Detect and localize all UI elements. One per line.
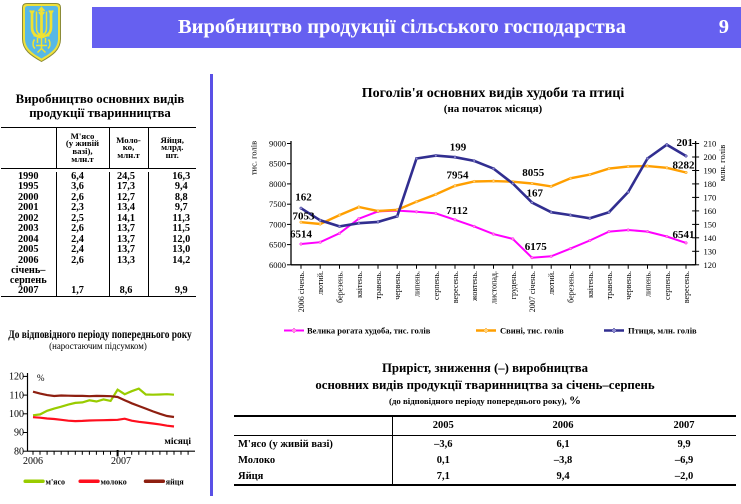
svg-text:140: 140 [704, 233, 717, 243]
svg-text:м'ясо: м'ясо [46, 478, 66, 487]
svg-text:120: 120 [9, 372, 24, 383]
svg-text:80: 80 [14, 446, 24, 457]
svg-text:серпень.: серпень. [432, 271, 441, 300]
svg-text:90: 90 [14, 428, 24, 439]
svg-text:млн. голів: млн. голів [717, 145, 727, 181]
svg-text:180: 180 [704, 179, 717, 189]
svg-text:яйця: яйця [166, 478, 185, 487]
svg-text:лютий.: лютий. [547, 271, 556, 295]
svg-text:травень.: травень. [605, 271, 614, 299]
svg-text:130: 130 [704, 246, 717, 256]
svg-text:жовтень.: жовтень. [470, 271, 479, 302]
svg-text:вересень.: вересень. [682, 271, 691, 303]
svg-text:170: 170 [704, 192, 717, 202]
svg-text:210: 210 [704, 139, 717, 149]
svg-text:8000: 8000 [269, 179, 286, 189]
svg-text:квітень.: квітень. [355, 271, 364, 298]
svg-text:160: 160 [704, 206, 717, 216]
svg-text:2007: 2007 [111, 456, 131, 467]
svg-text:190: 190 [704, 166, 717, 176]
svg-text:червень.: червень. [624, 271, 633, 300]
svg-text:травень.: травень. [374, 271, 383, 299]
svg-text:8500: 8500 [269, 159, 286, 169]
svg-text:8282: 8282 [673, 159, 696, 171]
svg-text:7000: 7000 [269, 219, 286, 229]
svg-text:лютий.: лютий. [316, 271, 325, 295]
svg-text:Велика рогата худоба, тис. гол: Велика рогата худоба, тис. голів [307, 326, 431, 336]
svg-text:Птиця, млн. голів: Птиця, млн. голів [628, 326, 697, 336]
svg-text:березень.: березень. [336, 271, 345, 303]
svg-text:110: 110 [9, 390, 24, 401]
svg-text:грудень.: грудень. [509, 271, 518, 299]
svg-text:2006 січень.: 2006 січень. [297, 271, 306, 312]
svg-text:6500: 6500 [269, 240, 286, 250]
svg-text:тис. голів: тис. голів [249, 141, 259, 175]
svg-text:167: 167 [527, 188, 544, 200]
svg-text:листопад.: листопад. [490, 271, 499, 304]
svg-text:6541: 6541 [673, 229, 695, 241]
svg-text:7053: 7053 [293, 211, 316, 223]
svg-text:Свині, тис. голів: Свині, тис. голів [500, 326, 564, 336]
svg-text:6175: 6175 [525, 241, 548, 253]
svg-text:липень.: липень. [644, 271, 653, 297]
svg-text:місяці: місяці [164, 436, 191, 447]
svg-text:6514: 6514 [290, 229, 313, 241]
svg-text:200: 200 [704, 152, 717, 162]
svg-text:вересень.: вересень. [451, 271, 460, 303]
svg-text:120: 120 [704, 260, 717, 270]
svg-text:2006: 2006 [23, 456, 43, 467]
svg-text:8055: 8055 [522, 167, 545, 179]
svg-text:150: 150 [704, 219, 717, 229]
svg-text:липень.: липень. [413, 271, 422, 297]
svg-text:6000: 6000 [269, 260, 286, 270]
svg-text:100: 100 [9, 409, 24, 420]
svg-text:2007 січень.: 2007 січень. [528, 271, 537, 312]
svg-text:%: % [37, 373, 45, 383]
svg-text:201: 201 [677, 137, 694, 149]
svg-text:квітень.: квітень. [586, 271, 595, 298]
svg-text:9000: 9000 [269, 139, 286, 149]
svg-text:199: 199 [450, 142, 467, 154]
svg-text:162: 162 [295, 192, 312, 204]
svg-text:7112: 7112 [446, 205, 468, 217]
svg-text:7500: 7500 [269, 199, 286, 209]
svg-text:червень.: червень. [393, 271, 402, 300]
svg-text:березень.: березень. [567, 271, 576, 303]
svg-text:серпень.: серпень. [663, 271, 672, 300]
svg-text:7954: 7954 [447, 170, 470, 182]
svg-text:молоко: молоко [101, 478, 127, 487]
